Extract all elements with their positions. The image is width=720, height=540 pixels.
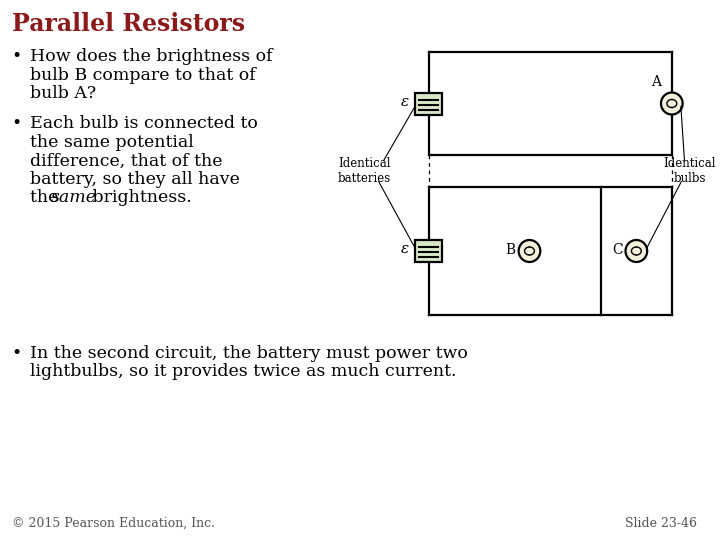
Text: battery, so they all have: battery, so they all have bbox=[30, 171, 240, 188]
Text: bulb A?: bulb A? bbox=[30, 85, 96, 102]
Text: C: C bbox=[612, 243, 623, 257]
Text: same: same bbox=[51, 190, 97, 206]
Bar bbox=[415, 240, 442, 262]
Text: Identical
bulbs: Identical bulbs bbox=[663, 157, 716, 185]
Circle shape bbox=[518, 240, 540, 262]
Text: How does the brightness of: How does the brightness of bbox=[30, 48, 272, 65]
Text: ε: ε bbox=[401, 242, 409, 256]
Text: •: • bbox=[12, 48, 22, 65]
Text: the same potential: the same potential bbox=[30, 134, 193, 151]
Circle shape bbox=[626, 240, 647, 262]
Text: difference, that of the: difference, that of the bbox=[30, 152, 222, 170]
Text: the: the bbox=[30, 190, 63, 206]
Text: Each bulb is connected to: Each bulb is connected to bbox=[30, 116, 258, 132]
Bar bbox=[415, 92, 442, 114]
Text: © 2015 Pearson Education, Inc.: © 2015 Pearson Education, Inc. bbox=[12, 517, 215, 530]
Text: bulb B compare to that of: bulb B compare to that of bbox=[30, 66, 256, 84]
Text: In the second circuit, the battery must power two: In the second circuit, the battery must … bbox=[30, 345, 467, 362]
Text: •: • bbox=[12, 345, 22, 362]
Text: Identical
batteries: Identical batteries bbox=[338, 157, 391, 185]
Text: Parallel Resistors: Parallel Resistors bbox=[12, 12, 245, 36]
Text: brightness.: brightness. bbox=[86, 190, 192, 206]
Text: B: B bbox=[505, 243, 516, 257]
Text: A: A bbox=[651, 76, 661, 90]
Text: Slide 23-46: Slide 23-46 bbox=[626, 517, 698, 530]
Text: ε: ε bbox=[401, 94, 409, 109]
Text: lightbulbs, so it provides twice as much current.: lightbulbs, so it provides twice as much… bbox=[30, 363, 456, 381]
Text: •: • bbox=[12, 116, 22, 132]
Circle shape bbox=[661, 92, 683, 114]
